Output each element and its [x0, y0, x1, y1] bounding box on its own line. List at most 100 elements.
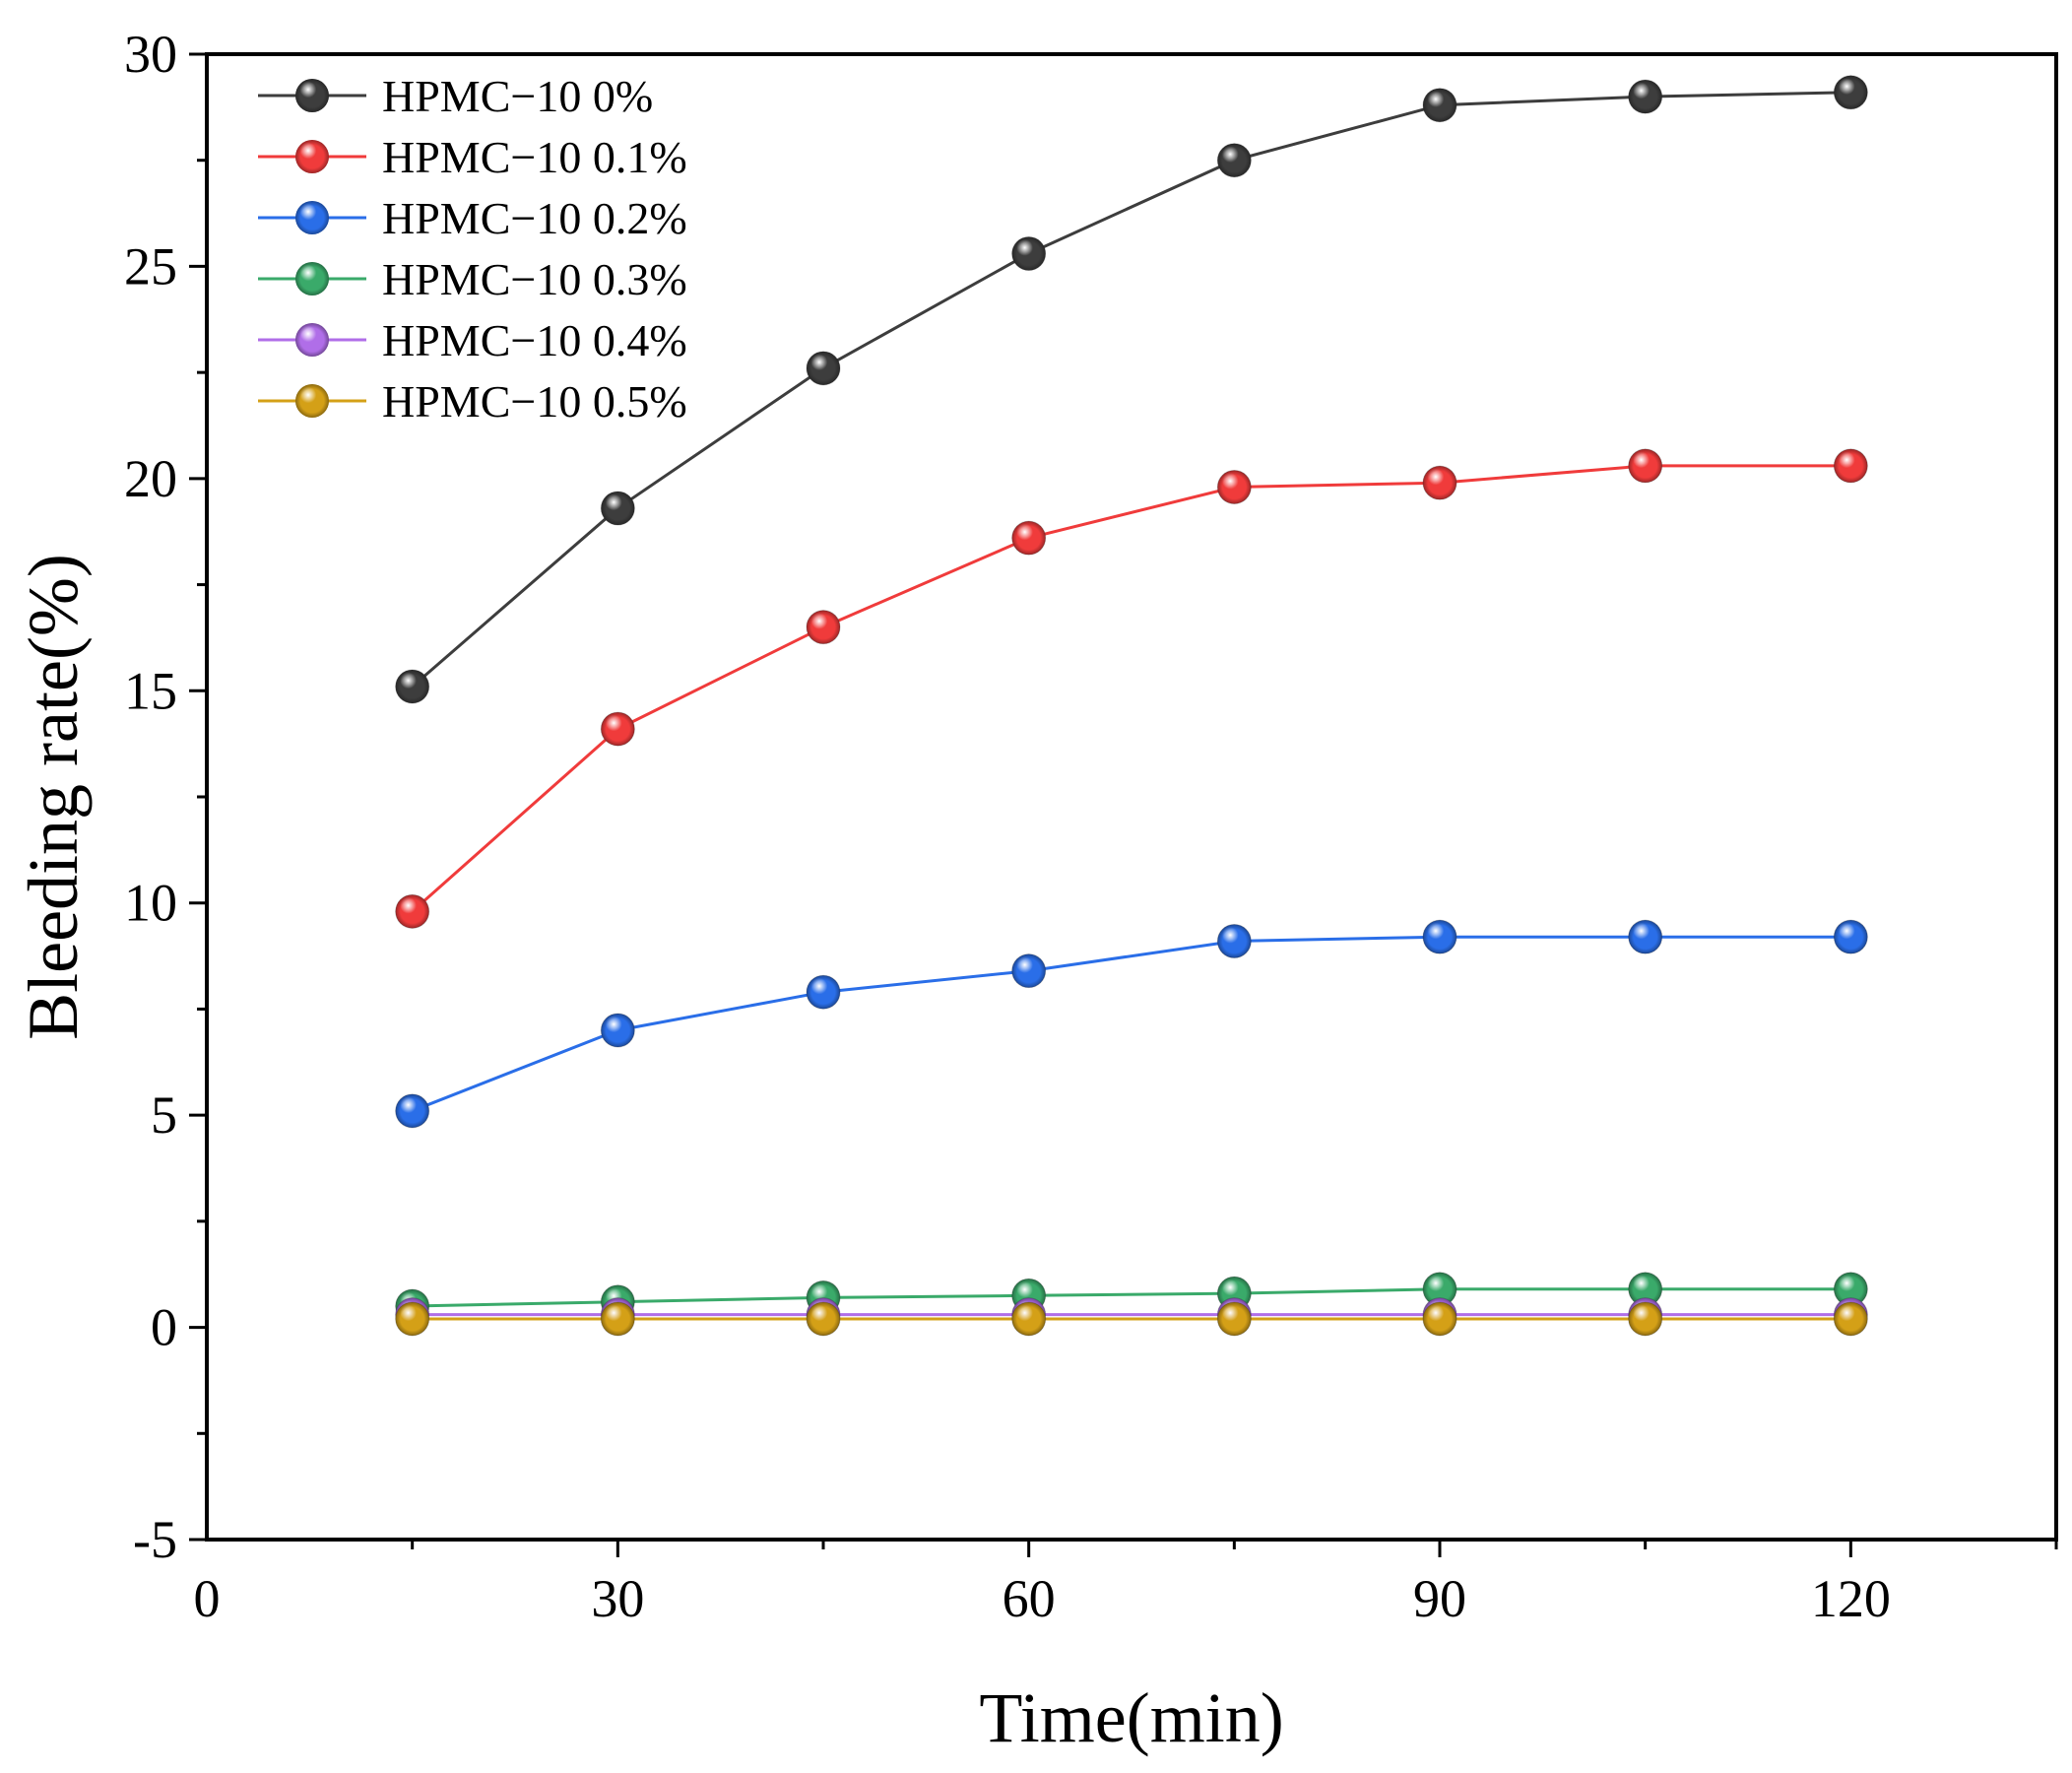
x-tick-label: 60 [1003, 1569, 1056, 1628]
data-point-shade [1423, 1301, 1457, 1336]
data-point-shade [1011, 521, 1046, 556]
legend-item: HPMC−10 0.3% [258, 254, 687, 304]
data-point [395, 893, 430, 929]
data-point [1216, 469, 1252, 504]
series-line-1 [411, 464, 1851, 913]
legend-item: HPMC−10 0% [258, 71, 653, 121]
x-axis: 0 30 60 90 120 [194, 1540, 2058, 1628]
y-tick-label: 0 [151, 1298, 177, 1357]
data-point [1628, 448, 1663, 484]
data-point [1422, 88, 1457, 123]
data-point-shade [1628, 920, 1662, 954]
legend-item: HPMC−10 0.1% [258, 132, 687, 182]
x-tick-label: 90 [1413, 1569, 1466, 1628]
data-point [1216, 923, 1252, 958]
data-point [1628, 1301, 1663, 1337]
legend-label: HPMC−10 0% [382, 71, 653, 121]
data-point [1833, 919, 1868, 954]
data-point [395, 1301, 430, 1337]
data-point-shade [1217, 924, 1252, 958]
series-points [395, 75, 1868, 1337]
legend-item: HPMC−10 0.4% [258, 315, 687, 365]
data-point-shade [1628, 1272, 1662, 1306]
legend-marker-shade [295, 262, 329, 296]
data-point [1011, 520, 1047, 556]
legend-label: HPMC−10 0.5% [382, 376, 687, 427]
legend-marker-shade [295, 79, 329, 112]
data-point-shade [395, 1093, 429, 1128]
data-point [1216, 1301, 1252, 1337]
legend-marker-shade [295, 201, 329, 234]
data-point [1422, 919, 1457, 954]
x-axis-title: Time(min) [979, 1678, 1283, 1757]
data-point-shade [1834, 920, 1868, 954]
data-point [1011, 953, 1047, 989]
data-point [395, 669, 430, 704]
legend-marker-shade [295, 323, 329, 357]
legend: HPMC−10 0% HPMC−10 0.1% HPMC−10 0.2% HPMC−1… [258, 71, 687, 427]
data-point-shade [1217, 143, 1252, 177]
data-point-shade [1423, 466, 1457, 500]
data-point [1011, 1301, 1047, 1337]
data-point-shade [1423, 1272, 1457, 1306]
series-lines [411, 91, 1851, 1321]
data-point-shade [601, 492, 635, 526]
data-point [1833, 75, 1868, 110]
data-point [1833, 1301, 1868, 1337]
data-point [600, 491, 635, 526]
legend-label: HPMC−10 0.3% [382, 254, 687, 304]
data-point [1628, 919, 1663, 954]
y-tick-label: 30 [124, 25, 177, 84]
legend-label: HPMC−10 0.4% [382, 315, 687, 365]
series-line-2 [412, 935, 1851, 1113]
legend-item: HPMC−10 0.5% [258, 376, 687, 427]
y-tick-label: 15 [124, 661, 177, 720]
legend-item: HPMC−10 0.2% [258, 193, 687, 243]
data-point [600, 711, 635, 747]
data-point [1422, 465, 1457, 500]
data-point-shade [1834, 75, 1868, 109]
data-point-shade [395, 894, 429, 929]
x-tick-label: 0 [194, 1569, 221, 1628]
data-point-shade [807, 610, 840, 644]
data-point [1422, 1272, 1457, 1307]
data-point [806, 974, 841, 1010]
data-point [600, 1301, 635, 1337]
data-point-shade [1011, 236, 1046, 271]
y-tick-label: 5 [151, 1085, 177, 1145]
legend-marker-shade [295, 140, 329, 173]
y-tick-label: -5 [133, 1510, 177, 1569]
data-point-shade [1834, 1301, 1868, 1336]
y-tick-label: 25 [124, 236, 177, 296]
data-point-shade [601, 712, 635, 747]
y-tick-label: 10 [124, 874, 177, 933]
data-point-shade [807, 1301, 840, 1336]
series-line-3 [412, 1287, 1851, 1308]
data-point-shade [1423, 920, 1457, 954]
legend-marker-shade [295, 384, 329, 418]
data-point [806, 1301, 841, 1337]
data-point [395, 1093, 430, 1129]
data-point [1628, 1272, 1663, 1307]
data-point-shade [1217, 470, 1252, 504]
data-point [1011, 236, 1047, 272]
data-point-shade [1834, 1272, 1868, 1306]
data-point [1216, 143, 1252, 178]
series-line-0 [411, 91, 1851, 689]
data-point-shade [1834, 448, 1868, 483]
data-point-shade [1011, 1301, 1046, 1336]
data-point [806, 351, 841, 386]
y-axis-title: Bleeding rate(%) [14, 554, 93, 1040]
data-point-shade [601, 1301, 635, 1336]
data-point-shade [1628, 1301, 1662, 1336]
data-point-shade [1011, 953, 1046, 988]
data-point-shade [601, 1013, 635, 1047]
data-point [600, 1013, 635, 1048]
data-point-shade [395, 669, 429, 703]
data-point-shade [395, 1301, 429, 1336]
legend-label: HPMC−10 0.1% [382, 132, 687, 182]
data-point-shade [1628, 80, 1662, 114]
x-tick-label: 120 [1811, 1569, 1891, 1628]
data-point [1422, 1301, 1457, 1337]
